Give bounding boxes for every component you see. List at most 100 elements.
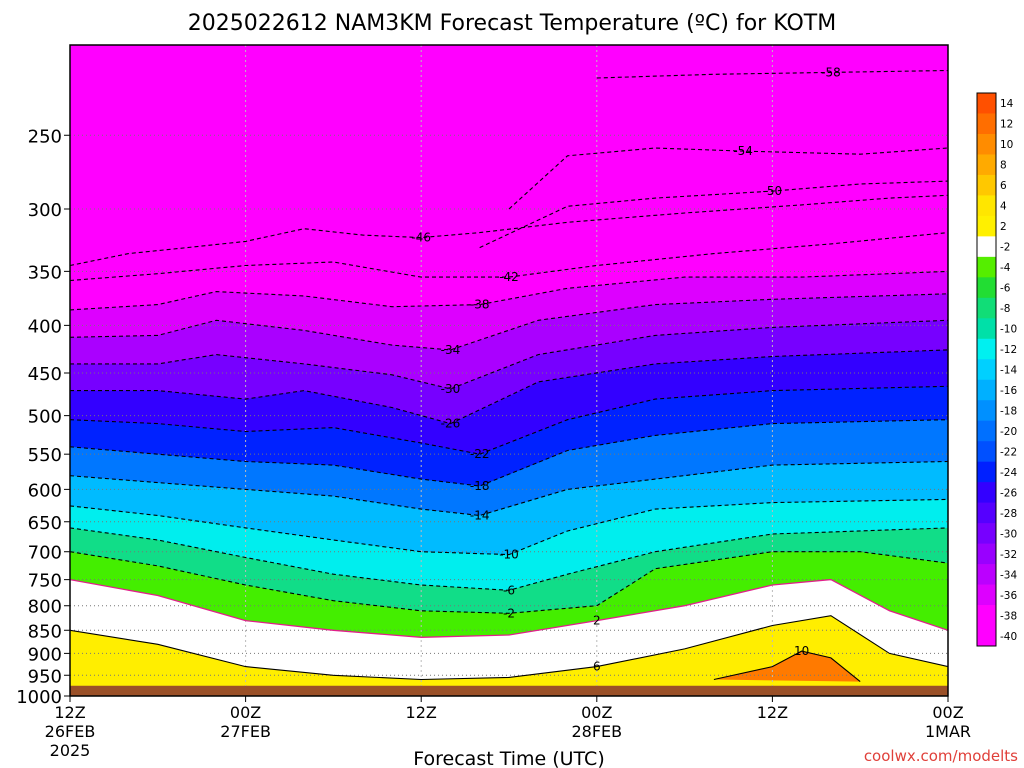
colorbar-swatch--30	[977, 523, 996, 545]
isotherm--58	[596, 69, 948, 79]
colorbar-label-2: 2	[1000, 221, 1007, 233]
isotherm--18	[70, 419, 948, 487]
colorbar-label--2: -2	[1000, 242, 1010, 254]
colorbar-label--26: -26	[1000, 487, 1017, 499]
y-tick-label-400: 400	[28, 316, 62, 337]
colorbar-swatch-12	[977, 113, 996, 135]
colorbar-label--22: -22	[1000, 446, 1017, 458]
colorbar-swatch--32	[977, 543, 996, 565]
isotherm-labels: -58-54-50-46-42-38-34-30-26-22-18-14-10-…	[411, 65, 840, 673]
y-tick-label-800: 800	[28, 597, 62, 618]
colorbar-swatch--4	[977, 256, 996, 278]
colorbar-swatch--24	[977, 461, 996, 483]
grid-lines	[70, 45, 948, 696]
colorbar-label-4: 4	[1000, 201, 1007, 213]
x-tick-time-48: 12Z	[757, 703, 788, 722]
colorbar-label--38: -38	[1000, 610, 1017, 622]
isotherm-lines	[70, 69, 948, 683]
isotherm-label--14: -14	[470, 508, 490, 522]
y-tick-label-900: 900	[28, 644, 62, 665]
colorbar-label--40: -40	[1000, 631, 1017, 643]
colorbar-swatch--18	[977, 400, 996, 422]
isotherm-label--34: -34	[441, 343, 461, 357]
band-warm-core	[713, 651, 861, 682]
colorbar-label-10: 10	[1000, 139, 1013, 151]
y-tick-label-650: 650	[28, 513, 62, 534]
isotherm--30	[70, 319, 948, 390]
x-axis-label: Forecast Time (UTC)	[413, 748, 604, 768]
colorbar-label--34: -34	[1000, 569, 1017, 581]
y-tick-label-750: 750	[28, 571, 62, 592]
colorbar-label--16: -16	[1000, 385, 1017, 397]
x-tick-time-60: 00Z	[932, 703, 963, 722]
isotherm-label--26: -26	[441, 417, 461, 431]
colorbar-swatch-6	[977, 174, 996, 196]
colorbar-label--36: -36	[1000, 590, 1017, 602]
colorbar-label--18: -18	[1000, 405, 1017, 417]
x-tick-date-0: 26FEB	[45, 722, 96, 741]
colorbar-swatch--8	[977, 297, 996, 319]
isotherm--34	[70, 293, 948, 351]
x-tick-time-12: 00Z	[230, 703, 261, 722]
isotherm-label--2: -2	[503, 606, 515, 620]
x-tick-date-36: 28FEB	[571, 722, 622, 741]
y-axis: 2503003504004505005506006507007508008509…	[16, 126, 70, 708]
temperature-bands	[70, 45, 948, 696]
colorbar-swatch--20	[977, 420, 996, 442]
x-tick-date-60: 1MAR	[925, 722, 971, 741]
isotherm--6	[70, 527, 948, 591]
ground	[70, 685, 948, 696]
isotherm-label--38: -38	[470, 298, 490, 312]
x-tick-date-12: 27FEB	[220, 722, 271, 741]
isotherm-label--6: -6	[503, 583, 515, 597]
isotherm-label--46: -46	[411, 231, 431, 245]
isotherm--2	[70, 551, 948, 614]
colorbar-swatch--40	[977, 625, 996, 647]
colorbar-label--8: -8	[1000, 303, 1010, 315]
colorbar-frame	[976, 92, 997, 647]
colorbar: 14 12 10 8 6 4 2 -2 -4 -6 -8 -10 -12 -14 -16 -18 -20 -22 -…	[976, 92, 1017, 647]
colorbar-label-12: 12	[1000, 119, 1013, 131]
colorbar-label-6: 6	[1000, 180, 1007, 192]
y-tick-label-600: 600	[28, 480, 62, 501]
chart-title: 2025022612 NAM3KM Forecast Temperature (…	[188, 11, 836, 36]
colorbar-swatch--38	[977, 605, 996, 627]
colorbar-swatch--12	[977, 338, 996, 360]
isotherm-label-6: 6	[593, 660, 601, 674]
isotherm-label--18: -18	[470, 479, 490, 493]
isotherm-label--10: -10	[499, 548, 519, 562]
x-tick-time-36: 00Z	[581, 703, 612, 722]
colorbar-label--4: -4	[1000, 262, 1011, 274]
colorbar-swatch--6	[977, 277, 996, 299]
colorbar-swatch--22	[977, 441, 996, 463]
isotherm-label--42: -42	[499, 270, 519, 284]
colorbar-label-8: 8	[1000, 160, 1007, 172]
isotherm-label-10: 10	[794, 644, 809, 658]
isotherm-6	[70, 615, 948, 681]
colorbar-label--20: -20	[1000, 426, 1017, 438]
colorbar-label-14: 14	[1000, 98, 1014, 110]
x-tick-year-0: 2025	[50, 741, 91, 760]
colorbar-label--30: -30	[1000, 528, 1017, 540]
y-tick-label-850: 850	[28, 621, 62, 642]
colorbar-label--24: -24	[1000, 467, 1017, 479]
isotherm-label--22: -22	[470, 447, 490, 461]
colorbar-label--32: -32	[1000, 549, 1017, 561]
isotherm-label-2: 2	[593, 614, 601, 628]
y-tick-label-1000: 1000	[16, 687, 62, 708]
colorbar-swatch-2	[977, 215, 996, 237]
colorbar-swatch--2	[977, 236, 996, 258]
isotherm--54	[508, 147, 948, 210]
colorbar-swatch-14	[977, 93, 996, 114]
colorbar-label--6: -6	[1000, 283, 1011, 295]
colorbar-swatch-4	[977, 195, 996, 217]
y-tick-label-950: 950	[28, 666, 62, 687]
colorbar-swatch-10	[977, 133, 996, 155]
y-tick-label-500: 500	[28, 407, 62, 428]
colorbar-label--14: -14	[1000, 365, 1017, 377]
colorbar-swatch--10	[977, 318, 996, 340]
colorbar-label--28: -28	[1000, 508, 1017, 520]
colorbar-swatch--36	[977, 584, 996, 606]
isotherm-label--54: -54	[733, 144, 753, 158]
